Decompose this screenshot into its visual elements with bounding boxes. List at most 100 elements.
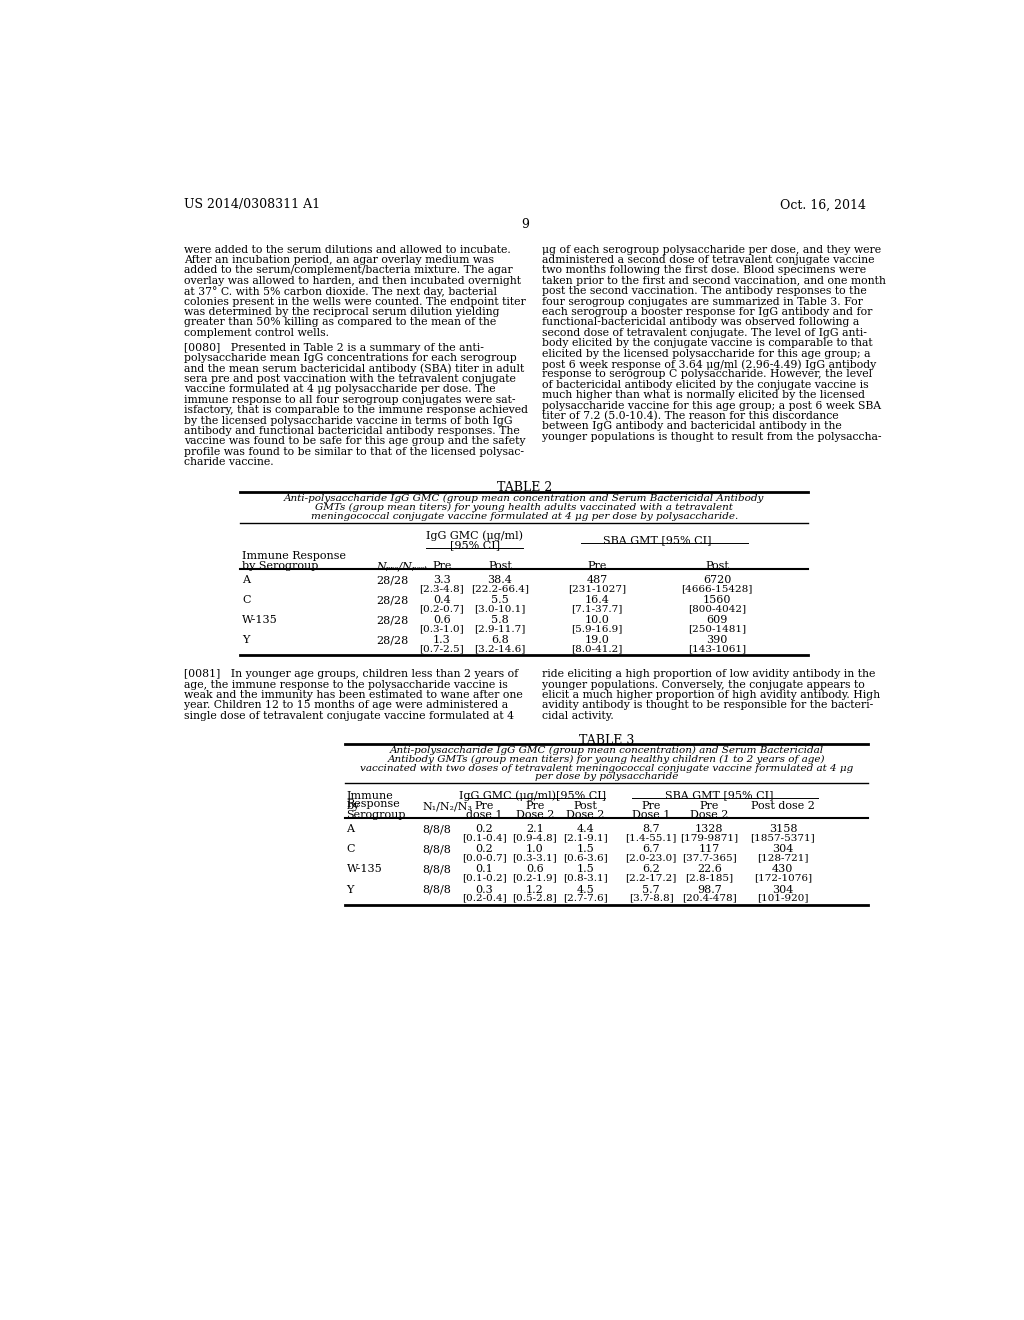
Text: 4.4: 4.4 bbox=[577, 825, 594, 834]
Text: [0.3-3.1]: [0.3-3.1] bbox=[512, 854, 557, 863]
Text: Pre: Pre bbox=[699, 801, 719, 812]
Text: [2.2-17.2]: [2.2-17.2] bbox=[626, 874, 677, 883]
Text: 0.1: 0.1 bbox=[475, 865, 494, 874]
Text: greater than 50% killing as compared to the mean of the: greater than 50% killing as compared to … bbox=[183, 317, 496, 327]
Text: Y: Y bbox=[346, 884, 354, 895]
Text: by Serogroup: by Serogroup bbox=[242, 561, 318, 572]
Text: [0.0-0.7]: [0.0-0.7] bbox=[462, 854, 507, 863]
Text: 487: 487 bbox=[587, 576, 607, 585]
Text: [3.7-8.8]: [3.7-8.8] bbox=[629, 894, 674, 903]
Text: [0080]   Presented in Table 2 is a summary of the anti-: [0080] Presented in Table 2 is a summary… bbox=[183, 343, 483, 352]
Text: younger populations is thought to result from the polysaccha-: younger populations is thought to result… bbox=[542, 432, 882, 442]
Text: N₁/N₂/N₃: N₁/N₂/N₃ bbox=[423, 801, 472, 812]
Text: and the mean serum bactericidal antibody (SBA) titer in adult: and the mean serum bactericidal antibody… bbox=[183, 363, 524, 374]
Text: Dose 2: Dose 2 bbox=[516, 810, 554, 820]
Text: 609: 609 bbox=[707, 615, 728, 626]
Text: Pre: Pre bbox=[475, 801, 495, 812]
Text: 0.4: 0.4 bbox=[433, 595, 451, 606]
Text: 9: 9 bbox=[521, 218, 528, 231]
Text: 1.2: 1.2 bbox=[526, 884, 544, 895]
Text: [0.5-2.8]: [0.5-2.8] bbox=[512, 894, 557, 903]
Text: GMTs (group mean titers) for young health adults vaccinated with a tetravalent: GMTs (group mean titers) for young healt… bbox=[315, 503, 733, 512]
Text: Pre: Pre bbox=[641, 801, 660, 812]
Text: second dose of tetravalent conjugate. The level of IgG anti-: second dose of tetravalent conjugate. Th… bbox=[542, 327, 866, 338]
Text: [2.1-9.1]: [2.1-9.1] bbox=[563, 834, 607, 842]
Text: Anti-polysaccharide IgG GMC (group mean concentration) and Serum Bactericidal: Anti-polysaccharide IgG GMC (group mean … bbox=[389, 746, 823, 755]
Text: 28/28: 28/28 bbox=[376, 576, 409, 585]
Text: [800-4042]: [800-4042] bbox=[688, 605, 746, 614]
Text: vaccine was found to be safe for this age group and the safety: vaccine was found to be safe for this ag… bbox=[183, 437, 525, 446]
Text: age, the immune response to the polysaccharide vaccine is: age, the immune response to the polysacc… bbox=[183, 680, 508, 689]
Text: 8/8/8: 8/8/8 bbox=[423, 825, 452, 834]
Text: Dose 2: Dose 2 bbox=[566, 810, 604, 820]
Text: Nₚᵣₑ/Nₚₒₛₜ: Nₚᵣₑ/Nₚₒₛₜ bbox=[376, 561, 427, 572]
Text: 2.1: 2.1 bbox=[526, 825, 544, 834]
Text: profile was found to be similar to that of the licensed polysac-: profile was found to be similar to that … bbox=[183, 446, 524, 457]
Text: [172-1076]: [172-1076] bbox=[754, 874, 812, 883]
Text: elicited by the licensed polysaccharide for this age group; a: elicited by the licensed polysaccharide … bbox=[542, 348, 870, 359]
Text: [2.9-11.7]: [2.9-11.7] bbox=[474, 624, 525, 634]
Text: 8/8/8: 8/8/8 bbox=[423, 884, 452, 895]
Text: [2.0-23.0]: [2.0-23.0] bbox=[626, 854, 677, 863]
Text: 0.6: 0.6 bbox=[526, 865, 544, 874]
Text: Serogroup: Serogroup bbox=[346, 810, 407, 820]
Text: 5.5: 5.5 bbox=[492, 595, 509, 606]
Text: After an incubation period, an agar overlay medium was: After an incubation period, an agar over… bbox=[183, 255, 494, 265]
Text: Antibody GMTs (group mean titers) for young healthy children (1 to 2 years of ag: Antibody GMTs (group mean titers) for yo… bbox=[388, 755, 825, 764]
Text: [179-9871]: [179-9871] bbox=[680, 834, 738, 842]
Text: per dose by polysaccharide: per dose by polysaccharide bbox=[535, 772, 678, 781]
Text: 1.0: 1.0 bbox=[526, 845, 544, 854]
Text: isfactory, that is comparable to the immune response achieved: isfactory, that is comparable to the imm… bbox=[183, 405, 527, 416]
Text: [250-1481]: [250-1481] bbox=[688, 624, 746, 634]
Text: Pre: Pre bbox=[587, 561, 606, 572]
Text: [4666-15428]: [4666-15428] bbox=[681, 585, 753, 594]
Text: 22.6: 22.6 bbox=[696, 865, 722, 874]
Text: [3.0-10.1]: [3.0-10.1] bbox=[474, 605, 525, 614]
Text: [0.3-1.0]: [0.3-1.0] bbox=[420, 624, 464, 634]
Text: post the second vaccination. The antibody responses to the: post the second vaccination. The antibod… bbox=[542, 286, 866, 296]
Text: [0.2-1.9]: [0.2-1.9] bbox=[512, 874, 557, 883]
Text: Y: Y bbox=[242, 635, 249, 645]
Text: 1560: 1560 bbox=[702, 595, 731, 606]
Text: 28/28: 28/28 bbox=[376, 615, 409, 626]
Text: [22.2-66.4]: [22.2-66.4] bbox=[471, 585, 529, 594]
Text: overlay was allowed to harden, and then incubated overnight: overlay was allowed to harden, and then … bbox=[183, 276, 521, 286]
Text: 0.2: 0.2 bbox=[475, 845, 494, 854]
Text: [20.4-478]: [20.4-478] bbox=[682, 894, 736, 903]
Text: was determined by the reciprocal serum dilution yielding: was determined by the reciprocal serum d… bbox=[183, 308, 500, 317]
Text: 304: 304 bbox=[772, 884, 794, 895]
Text: 1328: 1328 bbox=[695, 825, 724, 834]
Text: avidity antibody is thought to be responsible for the bacteri-: avidity antibody is thought to be respon… bbox=[542, 701, 873, 710]
Text: immune response to all four serogroup conjugates were sat-: immune response to all four serogroup co… bbox=[183, 395, 515, 405]
Text: titer of 7.2 (5.0-10.4). The reason for this discordance: titer of 7.2 (5.0-10.4). The reason for … bbox=[542, 411, 839, 421]
Text: single dose of tetravalent conjugate vaccine formulated at 4: single dose of tetravalent conjugate vac… bbox=[183, 711, 514, 721]
Text: 8/8/8: 8/8/8 bbox=[423, 865, 452, 874]
Text: younger populations. Conversely, the conjugate appears to: younger populations. Conversely, the con… bbox=[542, 680, 864, 689]
Text: cidal activity.: cidal activity. bbox=[542, 711, 613, 721]
Text: [0.8-3.1]: [0.8-3.1] bbox=[563, 874, 607, 883]
Text: two months following the first dose. Blood specimens were: two months following the first dose. Blo… bbox=[542, 265, 866, 276]
Text: US 2014/0308311 A1: US 2014/0308311 A1 bbox=[183, 198, 319, 211]
Text: 28/28: 28/28 bbox=[376, 595, 409, 606]
Text: Post: Post bbox=[706, 561, 729, 572]
Text: C: C bbox=[346, 845, 355, 854]
Text: SBA GMT [95% CI]: SBA GMT [95% CI] bbox=[665, 791, 773, 800]
Text: [8.0-41.2]: [8.0-41.2] bbox=[571, 644, 623, 653]
Text: 3158: 3158 bbox=[769, 825, 797, 834]
Text: at 37° C. with 5% carbon dioxide. The next day, bacterial: at 37° C. with 5% carbon dioxide. The ne… bbox=[183, 286, 497, 297]
Text: 10.0: 10.0 bbox=[585, 615, 609, 626]
Text: [0081]   In younger age groups, children less than 2 years of: [0081] In younger age groups, children l… bbox=[183, 669, 518, 680]
Text: 117: 117 bbox=[698, 845, 720, 854]
Text: 3.3: 3.3 bbox=[433, 576, 451, 585]
Text: 0.6: 0.6 bbox=[433, 615, 451, 626]
Text: [0.2-0.7]: [0.2-0.7] bbox=[420, 605, 464, 614]
Text: [0.1-0.4]: [0.1-0.4] bbox=[462, 834, 507, 842]
Text: by: by bbox=[346, 801, 359, 812]
Text: C: C bbox=[242, 595, 251, 606]
Text: [0.2-0.4]: [0.2-0.4] bbox=[462, 894, 507, 903]
Text: year. Children 12 to 15 months of age were administered a: year. Children 12 to 15 months of age we… bbox=[183, 701, 508, 710]
Text: A: A bbox=[346, 825, 354, 834]
Text: [2.8-185]: [2.8-185] bbox=[685, 874, 733, 883]
Text: 8.7: 8.7 bbox=[642, 825, 659, 834]
Text: added to the serum/complement/bacteria mixture. The agar: added to the serum/complement/bacteria m… bbox=[183, 265, 512, 276]
